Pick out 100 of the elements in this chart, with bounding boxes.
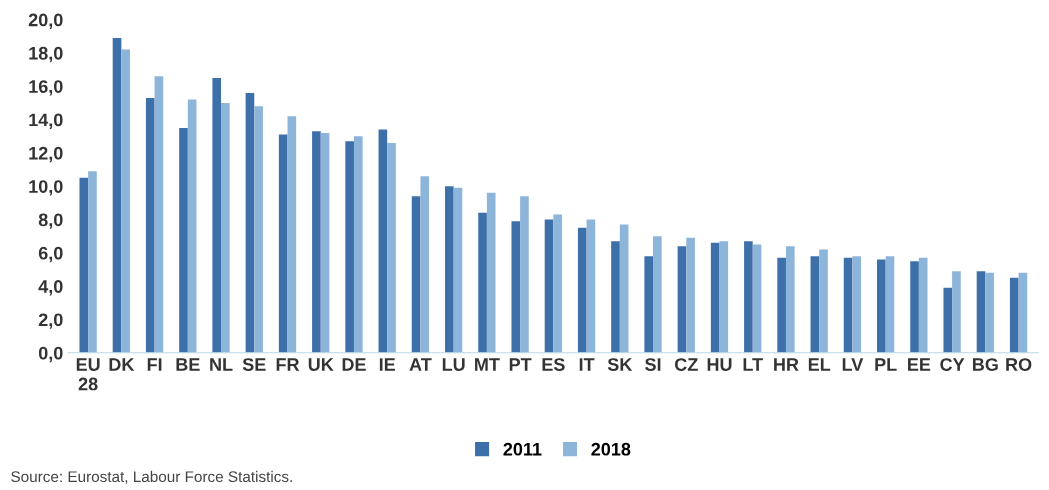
bar [121, 49, 130, 353]
bar [320, 132, 330, 353]
bar [453, 187, 463, 353]
bar [885, 256, 895, 353]
x-tick-label: LV [842, 358, 864, 371]
bar [179, 127, 188, 353]
bar [710, 242, 720, 353]
bar [577, 227, 587, 353]
y-tick-label: 18,0 [29, 46, 63, 63]
bar [719, 241, 729, 353]
bar [819, 249, 828, 353]
bar [985, 272, 994, 353]
y-tick-label: 16,0 [29, 80, 63, 96]
x-tick-label: MT [475, 358, 500, 371]
y-tick-label: 6,0 [38, 246, 63, 263]
bar [877, 259, 886, 353]
x-tick-label: FR [276, 358, 300, 371]
x-tick-label: SE [242, 358, 266, 371]
x-tick-label: LU [442, 358, 465, 371]
bar [644, 256, 654, 353]
x-tick-label: SK [607, 358, 633, 371]
y-tick-label: 20,0 [28, 13, 63, 29]
bar [212, 77, 222, 353]
bar [478, 212, 487, 353]
bar [378, 129, 388, 353]
x-tick-label: PL [875, 358, 897, 371]
x-tick-label: SI [645, 358, 661, 371]
bar [686, 237, 695, 353]
x-tick-label: RO [1006, 358, 1032, 371]
bar [1018, 272, 1028, 353]
bar [511, 221, 521, 353]
bar [353, 136, 363, 353]
y-tick-label: 0,0 [38, 346, 63, 363]
bar [221, 102, 230, 353]
bar [653, 236, 662, 353]
x-tick-label: EU 28 [76, 358, 100, 391]
x-tick-label: IT [579, 358, 595, 371]
bar [918, 257, 928, 353]
bar [287, 116, 297, 353]
bar [777, 257, 786, 353]
x-tick-label: NL [210, 358, 233, 371]
bar [744, 241, 753, 353]
y-tick-label: 8,0 [38, 213, 63, 229]
x-tick-label: HU [707, 358, 732, 371]
bar [145, 97, 155, 353]
y-tick-label: 2,0 [38, 313, 63, 329]
bar [619, 224, 629, 353]
bar [88, 171, 97, 353]
bar [520, 196, 529, 353]
x-tick-label: UK [308, 358, 334, 371]
bar [445, 186, 454, 353]
y-tick-label: 14,0 [29, 113, 63, 129]
source-note: Source: Eurostat, Labour Force Statistics. [11, 470, 292, 484]
x-tick-label: IE [379, 358, 396, 371]
bar [810, 256, 820, 353]
bar [677, 246, 687, 353]
x-tick-label: ES [542, 358, 565, 371]
bar [910, 261, 919, 353]
bar [112, 37, 122, 353]
bar [245, 92, 255, 353]
x-tick-label: DE [342, 358, 366, 371]
x-tick-label: LT [743, 358, 763, 371]
x-tick-label: CY [940, 358, 965, 371]
bar [852, 256, 862, 353]
y-tick-label: 4,0 [38, 280, 63, 296]
x-tick-label: HR [774, 358, 799, 371]
bar [1009, 277, 1019, 353]
y-tick-label: 10,0 [29, 180, 63, 196]
bar [345, 141, 354, 353]
bar [187, 99, 197, 353]
bar [411, 196, 421, 353]
bar [312, 131, 321, 353]
x-tick-label: BG [973, 358, 998, 371]
bar [952, 271, 961, 353]
x-tick-label: FI [147, 358, 162, 371]
x-tick-label: BE [176, 358, 200, 371]
bar [486, 192, 496, 353]
x-tick-label: EL [808, 358, 831, 371]
x-tick-label: DK [109, 358, 135, 371]
x-tick-label: EE [908, 358, 931, 371]
bar [278, 134, 288, 353]
bar [154, 76, 164, 353]
bar [943, 287, 953, 353]
bar [611, 241, 620, 353]
bar [586, 219, 596, 353]
bar [387, 142, 396, 353]
legend-label: 2011 [503, 442, 542, 456]
bar [843, 257, 853, 353]
bar [752, 244, 762, 353]
bar [544, 219, 554, 353]
x-tick-label: CZ [674, 358, 698, 371]
legend-label: 2018 [591, 442, 631, 456]
bar [553, 214, 562, 353]
bar [79, 177, 89, 353]
bar [785, 246, 795, 353]
bar [254, 106, 263, 353]
x-tick-label: AT [409, 358, 432, 371]
y-tick-label: 12,0 [29, 146, 63, 163]
bar [976, 271, 986, 353]
bar [420, 176, 430, 353]
